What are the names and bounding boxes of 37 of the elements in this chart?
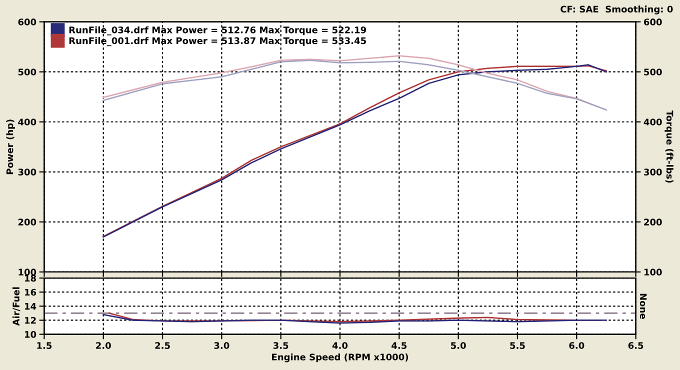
x-tick-label: 4.5 [392,342,407,349]
y-tick-label: 600 [18,18,36,26]
y2-axis-title: Torque (ft-lbs) [664,110,674,183]
y2-tick-label: 600 [644,18,662,26]
line-series [102,314,607,324]
x-tick-label: 2.0 [96,342,111,349]
x-tick-label: 5.0 [451,342,466,349]
y-tick-label: 300 [18,168,36,176]
y-axis-title: Power (hp) [6,120,15,174]
x-tick-label: 1.5 [37,342,52,349]
text: CF: SAE Smoothing: 0 [560,6,673,14]
x-tick-label: 3.0 [214,342,230,349]
y2-tick-label: 400 [644,118,662,126]
y2-tick-label: 200 [644,218,662,226]
y-tick-label: 400 [18,118,36,126]
y-tick-label: 14 [25,303,36,310]
x-tick-label: 6.5 [628,342,644,349]
y-tick-label: 10 [25,331,36,338]
x-tick-label: 5.5 [510,342,525,349]
y2-tick-label: 500 [644,68,662,76]
y-tick-label: 100 [18,268,36,276]
y-tick-label: 12 [25,316,36,324]
y-tick-label: 18 [25,274,36,282]
y-axis-title: Air/Fuel [12,287,20,326]
y-tick-label: 16 [25,288,36,296]
y-tick-label: 200 [18,218,36,226]
x-tick-label: 4.0 [332,342,348,349]
legend-label: RunFile_001.drf Max Power = 513.87 Max Torque = 533.45 [69,37,366,46]
y2-tick-label: 300 [644,168,662,176]
x-tick-label: 3.5 [273,342,288,349]
y2-tick-label: 100 [644,268,662,276]
legend-label: RunFile_034.drf Max Power = 512.76 Max Torque = 522.19 [69,26,366,36]
x-axis-title: Engine Speed (RPM x1000) [272,353,408,362]
y2-axis-title: None [640,294,647,319]
x-tick-label: 6.0 [569,342,584,349]
x-tick-label: 2.5 [155,342,170,349]
y-tick-label: 500 [18,68,36,76]
